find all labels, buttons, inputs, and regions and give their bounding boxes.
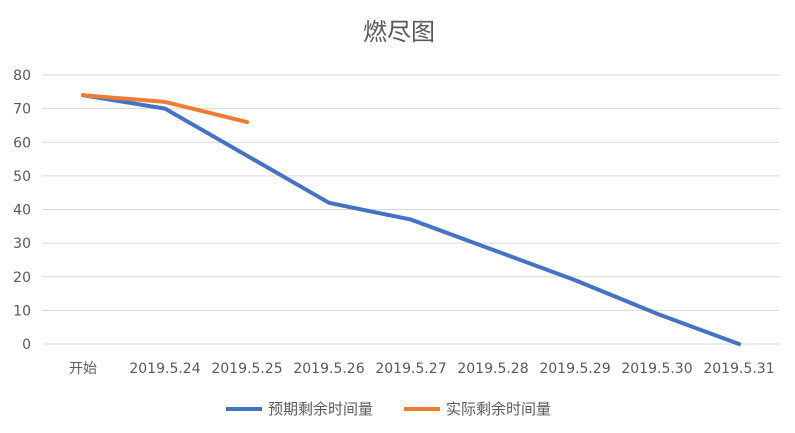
x-tick-label: 2019.5.27 (375, 361, 446, 377)
x-tick-label: 2019.5.28 (457, 361, 528, 377)
y-tick-label: 30 (13, 236, 31, 252)
y-tick-label: 70 (13, 102, 31, 118)
x-tick-label: 2019.5.31 (703, 361, 774, 377)
y-tick-label: 40 (13, 203, 31, 219)
y-tick-label: 0 (22, 337, 31, 353)
chart-title: 燃尽图 (363, 18, 435, 46)
y-tick-label: 80 (13, 68, 31, 84)
x-tick-label: 2019.5.30 (621, 361, 692, 377)
series-line-2 (81, 93, 249, 125)
y-tick-label: 60 (13, 135, 31, 151)
y-tick-label: 10 (13, 303, 31, 319)
x-tick-label: 2019.5.29 (539, 361, 610, 377)
legend: 预期剩余时间量 实际剩余时间量 (226, 400, 551, 418)
series-line-1 (81, 93, 741, 346)
x-tick-label: 2019.5.24 (129, 361, 200, 377)
x-tick-label: 2019.5.25 (211, 361, 282, 377)
y-axis-ticks: 0 10 20 30 40 50 60 70 80 (13, 68, 31, 353)
y-tick-label: 50 (13, 169, 31, 185)
y-tick-label: 20 (13, 270, 31, 286)
legend-label: 预期剩余时间量 (268, 400, 373, 418)
x-axis-ticks: 开始 2019.5.24 2019.5.25 2019.5.26 2019.5.27 20… (69, 361, 775, 377)
x-tick-label: 2019.5.26 (293, 361, 364, 377)
series-lines (81, 93, 741, 346)
grid-lines (42, 74, 780, 345)
x-tick-label: 开始 (69, 361, 97, 377)
legend-label: 实际剩余时间量 (446, 400, 551, 418)
